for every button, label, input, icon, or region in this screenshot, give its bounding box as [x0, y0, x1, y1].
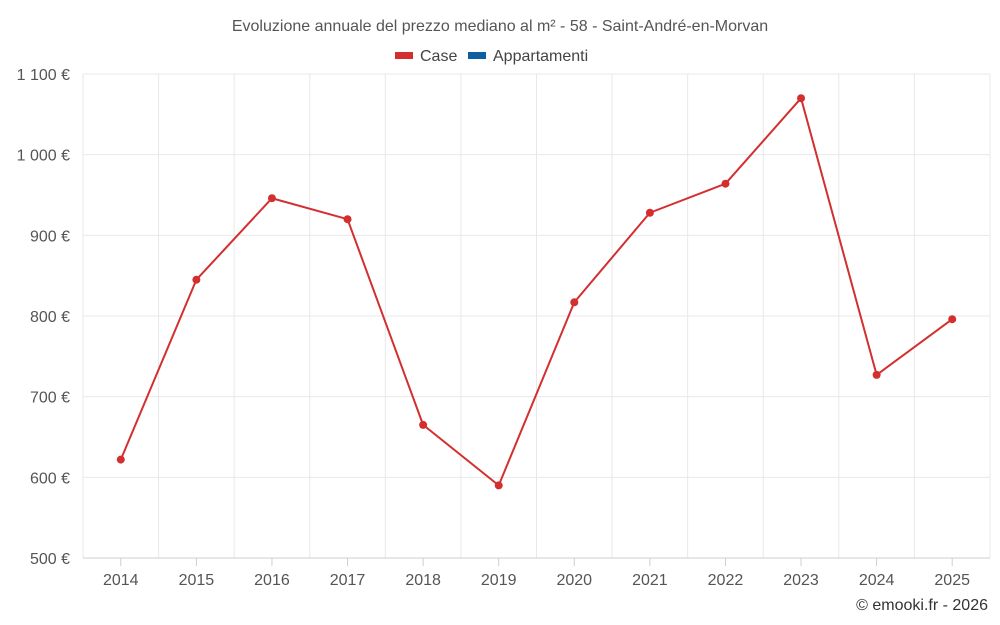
data-point-2025[interactable]	[948, 315, 957, 324]
data-point-2018[interactable]	[419, 420, 428, 429]
data-point-2014[interactable]	[116, 455, 125, 464]
data-point-2019[interactable]	[494, 481, 503, 490]
data-point-2020[interactable]	[570, 298, 579, 307]
x-tick-label-2021: 2021	[632, 572, 668, 589]
data-point-2024[interactable]	[872, 370, 881, 379]
x-tick-label-2019: 2019	[481, 572, 517, 589]
x-tick-label-2025: 2025	[934, 572, 970, 589]
x-tick-label-2018: 2018	[405, 572, 441, 589]
legend-swatch-appartamenti	[468, 52, 486, 59]
x-tick-label-2020: 2020	[556, 572, 592, 589]
chart-title: Evoluzione annuale del prezzo mediano al…	[232, 18, 768, 35]
legend-item-case[interactable]: Case	[395, 48, 457, 65]
x-tick-label-2022: 2022	[708, 572, 744, 589]
legend-label-appartamenti: Appartamenti	[493, 48, 588, 65]
legend-swatch-case	[395, 52, 413, 59]
series-line-case	[119, 97, 953, 487]
grid	[82, 73, 991, 558]
x-tick-label-2024: 2024	[859, 572, 895, 589]
data-point-2015[interactable]	[192, 275, 201, 284]
data-point-2016[interactable]	[267, 194, 276, 203]
y-tick-label-1100: 1 100 €	[17, 67, 70, 84]
series-case	[116, 94, 957, 490]
footer-credit: © emooki.fr - 2026	[856, 597, 988, 614]
x-tick-label-2016: 2016	[254, 572, 290, 589]
y-tick-label-700: 700 €	[30, 390, 70, 407]
y-axis: 500 € 600 € 700 € 800 € 900 € 1 000 € 1 100 €	[17, 67, 70, 568]
legend-item-appartamenti[interactable]: Appartamenti	[468, 48, 588, 65]
legend: Case Appartamenti	[395, 48, 588, 65]
x-tick-label-2015: 2015	[179, 572, 215, 589]
x-tick-label-2023: 2023	[783, 572, 819, 589]
y-tick-label-900: 900 €	[30, 228, 70, 245]
data-point-2022[interactable]	[721, 179, 730, 188]
x-axis: 2014 2015 2016 2017 2018 2019 2020 2021 2022 2023…	[83, 557, 990, 589]
data-point-2023[interactable]	[797, 94, 806, 103]
y-tick-label-800: 800 €	[30, 309, 70, 326]
data-point-2017[interactable]	[343, 215, 352, 224]
legend-label-case: Case	[420, 48, 457, 65]
y-tick-label-1000: 1 000 €	[17, 148, 70, 165]
x-tick-label-2014: 2014	[103, 572, 139, 589]
y-tick-label-600: 600 €	[30, 470, 70, 487]
data-point-2021[interactable]	[645, 208, 654, 217]
x-tick-label-2017: 2017	[330, 572, 366, 589]
y-tick-label-500: 500 €	[30, 551, 70, 568]
